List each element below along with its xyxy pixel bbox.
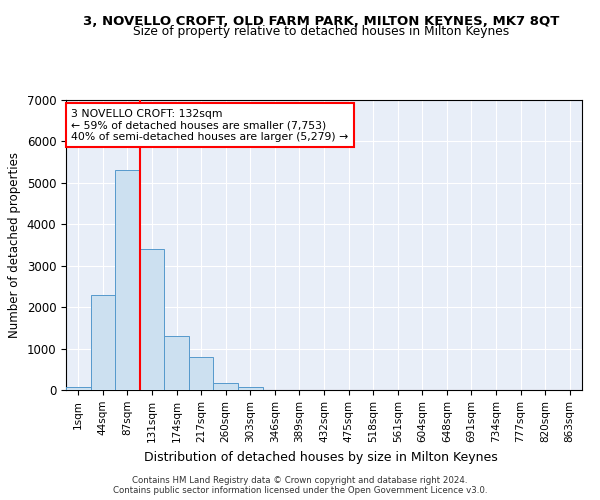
Bar [66,386,91,390]
Bar [238,386,263,390]
Bar [140,249,164,390]
Bar [189,357,214,390]
Text: Distribution of detached houses by size in Milton Keynes: Distribution of detached houses by size … [144,451,498,464]
Bar [91,294,115,390]
Text: 3, NOVELLO CROFT, OLD FARM PARK, MILTON KEYNES, MK7 8QT: 3, NOVELLO CROFT, OLD FARM PARK, MILTON … [83,15,559,28]
Text: Size of property relative to detached houses in Milton Keynes: Size of property relative to detached ho… [133,25,509,38]
Bar [115,170,140,390]
Text: 3 NOVELLO CROFT: 132sqm
← 59% of detached houses are smaller (7,753)
40% of semi: 3 NOVELLO CROFT: 132sqm ← 59% of detache… [71,108,349,142]
Bar [164,336,189,390]
Y-axis label: Number of detached properties: Number of detached properties [8,152,21,338]
Bar [214,383,238,390]
Text: Contains HM Land Registry data © Crown copyright and database right 2024.
Contai: Contains HM Land Registry data © Crown c… [113,476,487,495]
